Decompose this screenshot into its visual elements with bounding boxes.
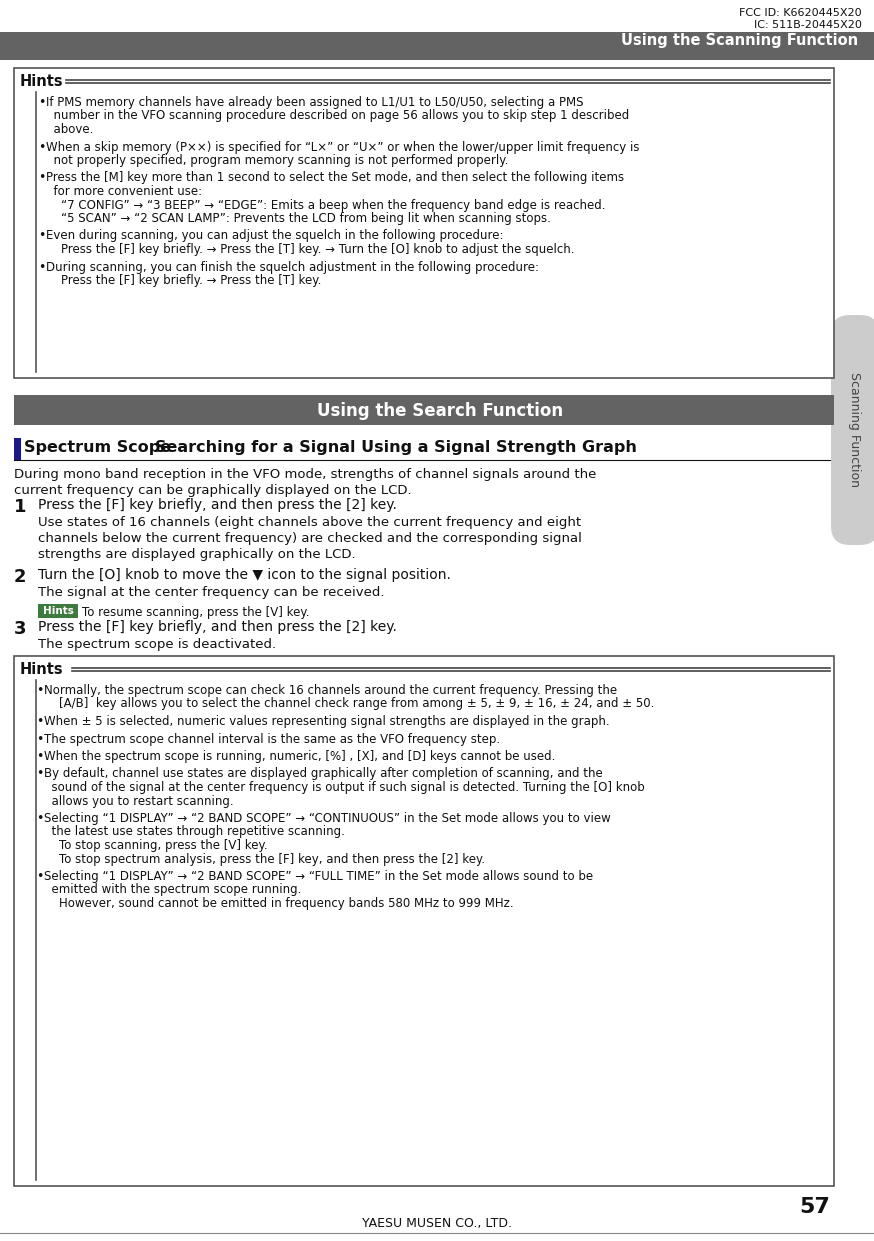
Text: Selecting “1 DISPLAY” → “2 BAND SCOPE” → “CONTINUOUS” in the Set mode allows you: Selecting “1 DISPLAY” → “2 BAND SCOPE” →…	[44, 812, 611, 825]
Bar	[14, 656, 834, 1186]
Text: emitted with the spectrum scope running.: emitted with the spectrum scope running.	[44, 884, 302, 896]
Text: If PMS memory channels have already been assigned to L1/U1 to L50/U50, selecting: If PMS memory channels have already been…	[46, 96, 584, 109]
Text: •: •	[36, 684, 44, 697]
Text: •: •	[38, 140, 45, 154]
Text: Hints: Hints	[20, 661, 64, 678]
Text: the latest use states through repetitive scanning.: the latest use states through repetitive…	[44, 825, 345, 839]
Bar	[14, 395, 834, 424]
Text: Normally, the spectrum scope can check 16 channels around the current frequency.: Normally, the spectrum scope can check 1…	[44, 684, 617, 697]
Bar	[0, 32, 874, 60]
Text: The spectrum scope is deactivated.: The spectrum scope is deactivated.	[38, 638, 276, 652]
Text: Press the [F] key briefly, and then press the [2] key.: Press the [F] key briefly, and then pres…	[38, 498, 397, 513]
Bar	[38, 604, 78, 618]
Text: •: •	[36, 750, 44, 763]
Text: Selecting “1 DISPLAY” → “2 BAND SCOPE” → “FULL TIME” in the Set mode allows soun: Selecting “1 DISPLAY” → “2 BAND SCOPE” →…	[44, 870, 593, 884]
Text: 2: 2	[14, 568, 26, 586]
Text: Use states of 16 channels (eight channels above the current frequency and eight: Use states of 16 channels (eight channel…	[38, 516, 581, 529]
Text: YAESU MUSEN CO., LTD.: YAESU MUSEN CO., LTD.	[362, 1217, 512, 1230]
Text: 1: 1	[14, 498, 26, 516]
Text: During scanning, you can finish the squelch adjustment in the following procedur: During scanning, you can finish the sque…	[46, 261, 539, 273]
Text: Hints: Hints	[43, 606, 73, 616]
Text: Using the Scanning Function: Using the Scanning Function	[621, 34, 858, 48]
Text: •: •	[36, 767, 44, 781]
Text: Spectrum Scope: Spectrum Scope	[24, 441, 171, 455]
Text: not properly specified, program memory scanning is not performed properly.: not properly specified, program memory s…	[46, 154, 509, 168]
Text: The spectrum scope channel interval is the same as the VFO frequency step.: The spectrum scope channel interval is t…	[44, 732, 500, 746]
Text: However, sound cannot be emitted in frequency bands 580 MHz to 999 MHz.: However, sound cannot be emitted in freq…	[44, 897, 514, 910]
Bar	[14, 438, 21, 460]
Text: When the spectrum scope is running, numeric, [%] , [X], and [D] keys cannot be u: When the spectrum scope is running, nume…	[44, 750, 555, 763]
Text: channels below the current frequency) are checked and the corresponding signal: channels below the current frequency) ar…	[38, 532, 582, 545]
Text: Even during scanning, you can adjust the squelch in the following procedure:: Even during scanning, you can adjust the…	[46, 230, 503, 242]
Text: “7 CONFIG” → “3 BEEP” → “EDGE”: Emits a beep when the frequency band edge is rea: “7 CONFIG” → “3 BEEP” → “EDGE”: Emits a …	[46, 199, 606, 211]
Text: 57: 57	[799, 1198, 830, 1217]
Text: above.: above.	[46, 123, 94, 137]
Text: [A/B]  key allows you to select the channel check range from among ± 5, ± 9, ± 1: [A/B] key allows you to select the chann…	[44, 697, 655, 711]
Text: •: •	[38, 230, 45, 242]
Text: •: •	[36, 715, 44, 728]
Bar	[836, 330, 874, 530]
Text: Press the [M] key more than 1 second to select the Set mode, and then select the: Press the [M] key more than 1 second to …	[46, 171, 624, 185]
Text: IC: 511B-20445X20: IC: 511B-20445X20	[754, 20, 862, 30]
Text: •: •	[36, 870, 44, 884]
Text: FCC ID: K6620445X20: FCC ID: K6620445X20	[739, 7, 862, 19]
Text: During mono band reception in the VFO mode, strengths of channel signals around : During mono band reception in the VFO mo…	[14, 468, 596, 482]
Text: Press the [F] key briefly. → Press the [T] key. → Turn the [O] knob to adjust th: Press the [F] key briefly. → Press the […	[46, 243, 574, 256]
Text: •: •	[38, 171, 45, 185]
Text: 3: 3	[14, 620, 26, 638]
Text: allows you to restart scanning.: allows you to restart scanning.	[44, 794, 233, 808]
Text: Using the Search Function: Using the Search Function	[317, 402, 563, 419]
Text: sound of the signal at the center frequency is output if such signal is detected: sound of the signal at the center freque…	[44, 781, 645, 794]
Text: To stop spectrum analysis, press the [F] key, and then press the [2] key.: To stop spectrum analysis, press the [F]…	[44, 853, 485, 865]
Text: By default, channel use states are displayed graphically after completion of sca: By default, channel use states are displ…	[44, 767, 603, 781]
Text: number in the VFO scanning procedure described on page 56 allows you to skip ste: number in the VFO scanning procedure des…	[46, 109, 629, 123]
Text: “5 SCAN” → “2 SCAN LAMP”: Prevents the LCD from being lit when scanning stops.: “5 SCAN” → “2 SCAN LAMP”: Prevents the L…	[46, 212, 551, 225]
Text: Scanning Function: Scanning Function	[849, 372, 862, 488]
Text: To stop scanning, press the [V] key.: To stop scanning, press the [V] key.	[44, 839, 267, 853]
Text: strengths are displayed graphically on the LCD.: strengths are displayed graphically on t…	[38, 549, 356, 561]
Text: for more convenient use:: for more convenient use:	[46, 185, 202, 199]
FancyBboxPatch shape	[831, 315, 874, 545]
Text: Turn the [O] knob to move the ▼ icon to the signal position.: Turn the [O] knob to move the ▼ icon to …	[38, 568, 451, 582]
Text: The signal at the center frequency can be received.: The signal at the center frequency can b…	[38, 586, 385, 599]
Text: Press the [F] key briefly, and then press the [2] key.: Press the [F] key briefly, and then pres…	[38, 620, 397, 634]
Text: Hints: Hints	[20, 74, 64, 89]
Text: current frequency can be graphically displayed on the LCD.: current frequency can be graphically dis…	[14, 484, 412, 496]
Text: •: •	[36, 732, 44, 746]
Text: Press the [F] key briefly. → Press the [T] key.: Press the [F] key briefly. → Press the […	[46, 274, 322, 287]
Text: When a skip memory (P××) is specified for “L×” or “U×” or when the lower/upper l: When a skip memory (P××) is specified fo…	[46, 140, 640, 154]
Text: When ± 5 is selected, numeric values representing signal strengths are displayed: When ± 5 is selected, numeric values rep…	[44, 715, 610, 728]
Text: To resume scanning, press the [V] key.: To resume scanning, press the [V] key.	[82, 606, 309, 619]
Text: •: •	[38, 261, 45, 273]
Text: Searching for a Signal Using a Signal Strength Graph: Searching for a Signal Using a Signal St…	[155, 441, 637, 455]
Bar	[14, 68, 834, 379]
Text: •: •	[38, 96, 45, 109]
Text: •: •	[36, 812, 44, 825]
